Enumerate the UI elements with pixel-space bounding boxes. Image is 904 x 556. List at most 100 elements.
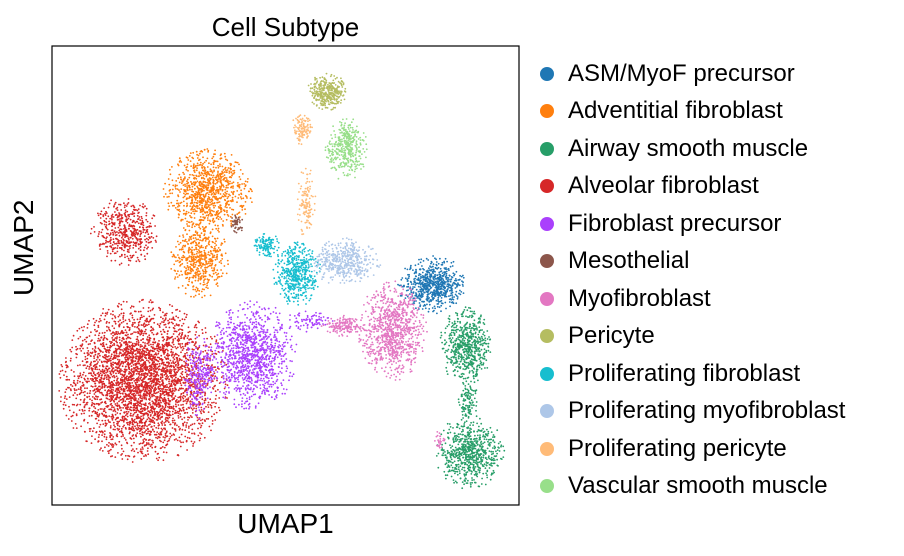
data-point: [179, 260, 182, 263]
data-point: [474, 454, 476, 457]
data-point: [461, 446, 464, 449]
data-point: [193, 344, 196, 347]
data-point: [422, 288, 424, 291]
data-point: [111, 404, 113, 407]
data-point: [217, 206, 220, 208]
data-point: [212, 195, 215, 198]
data-point: [466, 321, 469, 324]
data-point: [236, 201, 238, 204]
data-point: [466, 391, 469, 394]
data-point: [478, 326, 481, 328]
data-point: [464, 326, 467, 329]
data-point: [196, 270, 199, 273]
data-point: [447, 317, 450, 320]
data-point: [103, 410, 106, 412]
data-point: [497, 446, 500, 449]
data-point: [136, 326, 139, 328]
data-point: [210, 212, 212, 215]
data-point: [463, 452, 466, 455]
data-point: [422, 260, 425, 262]
data-point: [458, 339, 461, 341]
data-point: [177, 202, 180, 205]
data-point: [97, 361, 99, 363]
data-point: [429, 275, 431, 278]
data-point: [153, 425, 156, 427]
data-point: [220, 218, 223, 220]
data-point: [98, 352, 100, 355]
data-point: [124, 343, 127, 346]
data-point: [121, 458, 124, 460]
data-point: [112, 410, 115, 412]
data-point: [171, 413, 174, 416]
data-point: [242, 197, 245, 200]
data-point: [194, 294, 197, 297]
data-point: [185, 267, 188, 270]
data-point: [425, 280, 428, 282]
data-point: [437, 278, 440, 280]
data-point: [226, 206, 228, 209]
data-point: [455, 366, 458, 369]
data-point: [432, 270, 435, 272]
data-point: [116, 433, 118, 436]
data-point: [140, 448, 142, 451]
data-point: [459, 341, 462, 344]
data-point: [467, 408, 470, 411]
data-point: [439, 267, 442, 270]
data-point: [474, 461, 476, 464]
data-point: [239, 205, 242, 208]
data-point: [445, 477, 447, 480]
data-point: [188, 197, 191, 199]
data-point: [214, 204, 217, 207]
data-point: [155, 436, 157, 439]
data-point: [200, 246, 203, 249]
data-point: [196, 175, 198, 178]
data-point: [131, 342, 134, 345]
data-point: [436, 312, 438, 315]
data-point: [75, 427, 78, 429]
data-point: [224, 188, 227, 191]
data-point: [59, 370, 62, 373]
data-point: [443, 292, 446, 295]
data-point: [458, 363, 461, 365]
data-point: [93, 427, 95, 430]
data-point: [204, 240, 207, 242]
data-point: [99, 318, 101, 320]
data-point: [471, 479, 474, 481]
data-point: [465, 366, 468, 369]
data-point: [488, 457, 491, 460]
data-point: [461, 487, 464, 490]
data-point: [464, 408, 466, 411]
data-point: [75, 352, 77, 355]
data-point: [101, 413, 104, 415]
data-point: [194, 279, 197, 282]
data-point: [215, 175, 218, 177]
data-point: [447, 357, 450, 360]
data-point: [72, 381, 75, 384]
data-point: [179, 345, 182, 347]
data-point: [478, 425, 480, 428]
data-point: [214, 224, 217, 227]
data-point: [189, 173, 191, 176]
data-point: [195, 331, 198, 333]
data-point: [110, 355, 113, 358]
data-point: [138, 300, 141, 303]
data-point: [470, 438, 473, 440]
data-point: [196, 167, 199, 170]
data-point: [203, 288, 206, 291]
data-point: [415, 292, 417, 294]
data-point: [217, 229, 219, 232]
data-point: [102, 339, 105, 341]
data-point: [414, 271, 417, 274]
data-point: [204, 236, 207, 239]
data-point: [478, 456, 481, 458]
data-point: [137, 451, 139, 454]
data-point: [83, 352, 86, 355]
data-point: [452, 438, 455, 441]
data-point: [153, 321, 156, 324]
data-point: [197, 276, 200, 278]
data-point: [96, 372, 99, 375]
data-point: [451, 294, 454, 296]
data-point: [448, 298, 451, 301]
data-point: [439, 300, 442, 303]
data-point: [219, 165, 221, 168]
